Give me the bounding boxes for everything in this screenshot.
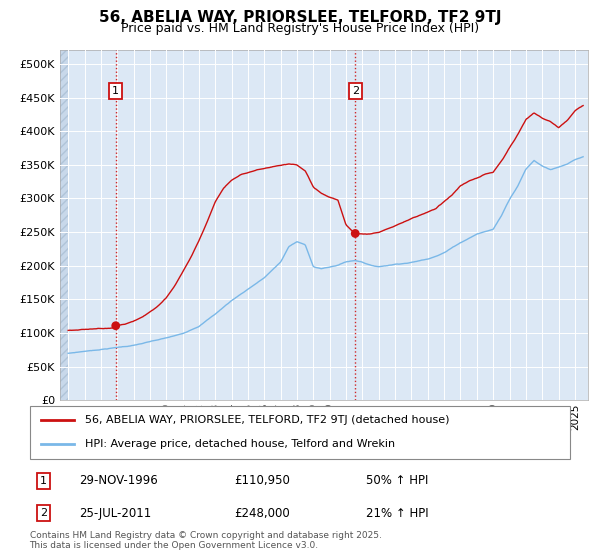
Text: 1: 1 bbox=[40, 476, 47, 486]
FancyBboxPatch shape bbox=[29, 406, 571, 459]
Text: 29-NOV-1996: 29-NOV-1996 bbox=[79, 474, 158, 487]
Text: 1: 1 bbox=[112, 86, 119, 96]
Text: 25-JUL-2011: 25-JUL-2011 bbox=[79, 507, 151, 520]
Text: 56, ABELIA WAY, PRIORSLEE, TELFORD, TF2 9TJ: 56, ABELIA WAY, PRIORSLEE, TELFORD, TF2 … bbox=[99, 10, 501, 25]
Text: Price paid vs. HM Land Registry's House Price Index (HPI): Price paid vs. HM Land Registry's House … bbox=[121, 22, 479, 35]
Text: HPI: Average price, detached house, Telford and Wrekin: HPI: Average price, detached house, Telf… bbox=[85, 440, 395, 449]
Text: 2: 2 bbox=[352, 86, 359, 96]
Text: 56, ABELIA WAY, PRIORSLEE, TELFORD, TF2 9TJ (detached house): 56, ABELIA WAY, PRIORSLEE, TELFORD, TF2 … bbox=[85, 414, 449, 424]
Text: £110,950: £110,950 bbox=[234, 474, 290, 487]
Bar bbox=[60, 50, 68, 400]
Point bbox=[111, 321, 121, 330]
Text: 2: 2 bbox=[40, 508, 47, 518]
Text: 21% ↑ HPI: 21% ↑ HPI bbox=[366, 507, 429, 520]
Text: Contains HM Land Registry data © Crown copyright and database right 2025.
This d: Contains HM Land Registry data © Crown c… bbox=[29, 531, 382, 550]
Text: £248,000: £248,000 bbox=[234, 507, 290, 520]
Text: 50% ↑ HPI: 50% ↑ HPI bbox=[366, 474, 428, 487]
Point bbox=[350, 229, 360, 238]
